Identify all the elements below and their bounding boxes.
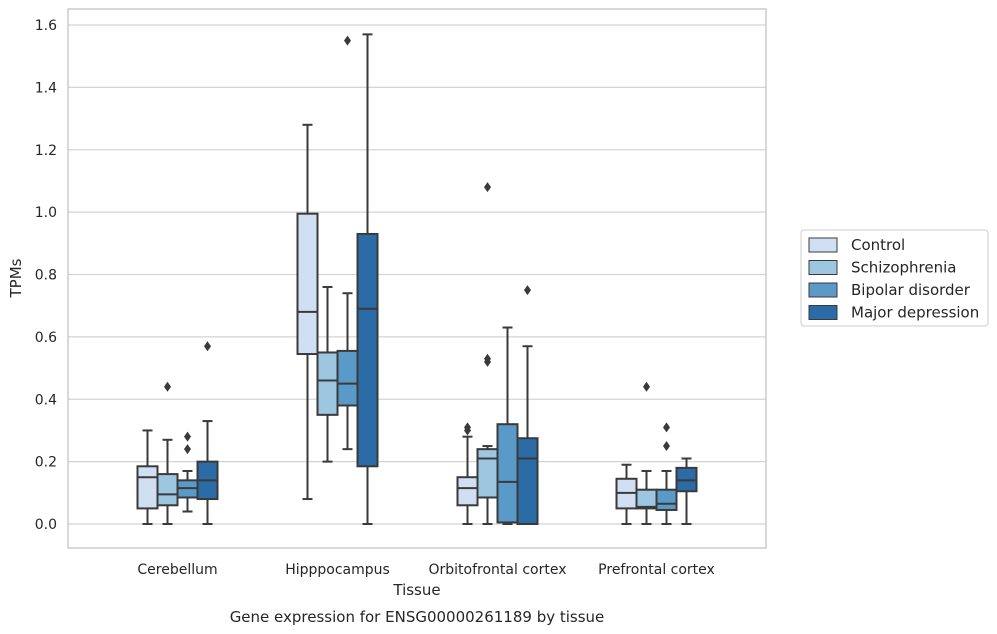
- legend-label: Schizophrenia: [851, 259, 956, 277]
- legend-swatch: [808, 260, 838, 275]
- legend-frame: [800, 229, 989, 327]
- outlier-point: [184, 431, 191, 442]
- outlier-point: [344, 35, 351, 46]
- outlier-point: [184, 444, 191, 455]
- box-0-2: [456, 422, 479, 525]
- box-body: [316, 351, 339, 416]
- legend-label: Control: [851, 236, 905, 254]
- box-1-2: [476, 182, 499, 525]
- outlier-point: [643, 381, 650, 392]
- y-tick-label: 0.4: [35, 392, 57, 408]
- box-1-0: [156, 381, 179, 525]
- legend-swatch: [808, 237, 838, 253]
- outlier-point: [663, 422, 670, 433]
- box-body: [336, 349, 359, 407]
- box-0-3: [615, 463, 638, 525]
- x-tick-labels: Cerebellum Hipppocampus Orbitofrontal cort…: [137, 562, 714, 578]
- box-0-1: [296, 123, 319, 501]
- x-tick-label: Orbitofrontal cortex: [429, 562, 567, 578]
- outlier-point: [204, 341, 211, 352]
- outlier-point: [464, 422, 471, 433]
- box-3-1: [356, 33, 379, 525]
- y-tick-labels: 0.0 0.2 0.4 0.6 0.8 1.0 1.2 1.4 1.6: [35, 18, 57, 533]
- box-body: [516, 437, 539, 525]
- box-3-2: [516, 285, 539, 525]
- y-tick-label: 1.2: [35, 143, 57, 159]
- y-tick-label: 1.6: [35, 18, 57, 34]
- box-body: [496, 423, 519, 524]
- box-body: [296, 212, 319, 356]
- box-1-3: [635, 381, 658, 525]
- y-tick-label: 1.4: [35, 80, 57, 96]
- legend-label: Bipolar disorder: [851, 281, 971, 299]
- legend-label: Major depression: [851, 304, 979, 322]
- y-axis-title: TPMs: [7, 258, 25, 298]
- box-0-0: [136, 429, 159, 525]
- outlier-point: [663, 441, 670, 452]
- y-tick-label: 0.2: [35, 455, 57, 471]
- box-body: [156, 473, 179, 507]
- box-2-1: [336, 35, 359, 451]
- box-2-0: [176, 431, 199, 513]
- box-body: [655, 488, 678, 511]
- y-tick-label: 0.6: [35, 330, 57, 346]
- outlier-point: [484, 353, 491, 364]
- boxes: [136, 33, 698, 525]
- box-body: [476, 448, 499, 499]
- grid-lines: [68, 24, 766, 525]
- box-body: [635, 488, 658, 510]
- outlier-point: [164, 381, 171, 392]
- chart-caption: Gene expression for ENSG00000261189 by t…: [230, 608, 605, 626]
- legend: Control Schizophrenia Bipolar disorder Majo…: [800, 229, 989, 327]
- box-1-1: [316, 285, 339, 463]
- y-tick-label: 0.8: [35, 268, 57, 284]
- plot-frame: [67, 8, 767, 549]
- x-axis-title: Tissue: [392, 581, 440, 599]
- box-3-3: [675, 457, 698, 525]
- box-3-0: [196, 341, 219, 525]
- x-tick-label: Prefrontal cortex: [598, 562, 715, 578]
- x-tick-label: Hipppocampus: [285, 562, 390, 578]
- x-tick-label: Cerebellum: [137, 562, 217, 578]
- box-body: [136, 465, 159, 510]
- y-tick-label: 1.0: [35, 205, 57, 221]
- y-tick-label: 0.0: [35, 517, 57, 533]
- outlier-point: [484, 182, 491, 193]
- legend-swatch: [808, 282, 838, 298]
- legend-swatch: [808, 305, 838, 320]
- box-body: [356, 232, 379, 468]
- box-2-2: [496, 326, 519, 525]
- box-2-3: [655, 422, 678, 525]
- outlier-point: [524, 285, 531, 296]
- box-body: [456, 476, 479, 507]
